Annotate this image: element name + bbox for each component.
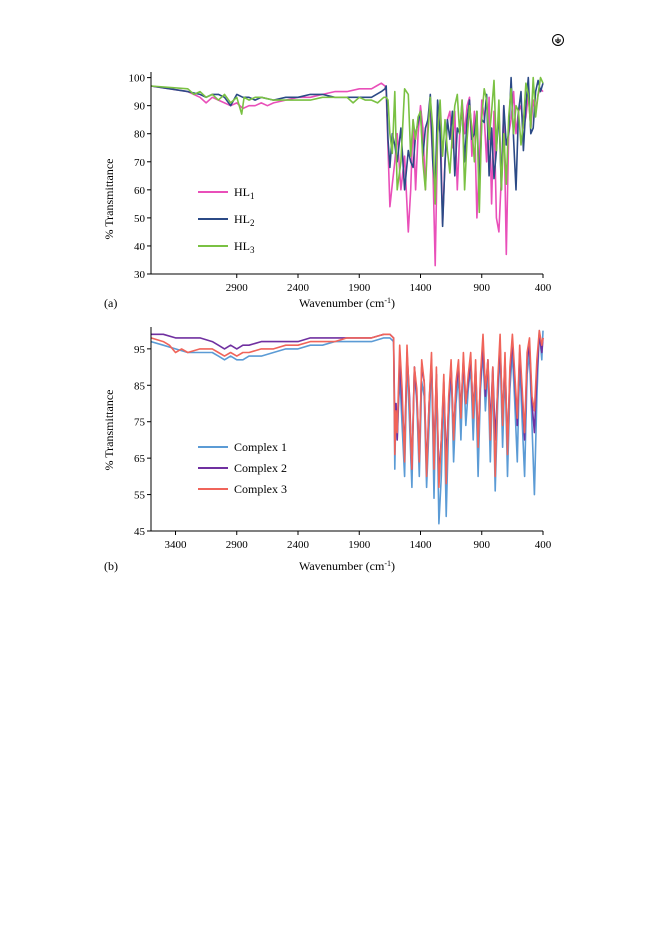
chart-a-x-tick-label: 400 [535, 282, 552, 294]
chart-a-y-tick-label: 90 [134, 101, 146, 113]
chart-b-x-tick-label: 1900 [348, 539, 371, 551]
chart-b-legend-label-2: Complex 2 [234, 461, 287, 475]
chart-a-legend-label-3: HL3 [234, 239, 255, 255]
chart-b-y-tick-label: 95 [134, 344, 146, 356]
chart-b-x-tick-label: 400 [535, 539, 552, 551]
chart-b-x-tick-label: 900 [474, 539, 491, 551]
chart-a-y-axis-title: % Transmittance [102, 159, 116, 240]
chart-b-series-group [150, 329, 544, 525]
chart-a-y-tick-label: 30 [134, 269, 146, 281]
chart-b-legend-label-1: Complex 1 [234, 440, 287, 454]
chart-a-y-tick-label: 40 [134, 241, 146, 253]
chart-a-y-ticks: 30 40 50 60 70 80 90 100 [129, 73, 151, 281]
chart-b-x-axis-title: Wavenumber (cm-1) [299, 559, 395, 573]
chart-a-y-tick-label: 60 [134, 185, 146, 197]
chart-a-x-tick-label: 1400 [410, 282, 433, 294]
chart-a-y-tick-label: 100 [129, 73, 146, 85]
chart-b-y-tick-label: 75 [134, 417, 146, 429]
chart-b-y-ticks: 45 55 65 75 85 95 [134, 344, 151, 538]
chart-b-legend: Complex 1 Complex 2 Complex 3 [198, 440, 287, 496]
chart-a-legend-label-1: HL1 [234, 185, 255, 201]
chart-b-y-tick-label: 65 [134, 453, 146, 465]
chart-panel-a: 30 40 50 60 70 80 90 100 2900 2400 1900 1400 900 400… [102, 72, 552, 310]
chart-a-legend: HL1 HL2 HL3 [198, 185, 255, 255]
chart-b-x-ticks: 3400 2900 2400 1900 1400 900 400 [165, 531, 552, 551]
chart-a-y-tick-label: 50 [134, 213, 146, 225]
chart-b-panel-label: (b) [104, 559, 118, 573]
chart-b-y-tick-label: 45 [134, 526, 146, 538]
chart-a-series-line-1 [150, 82, 544, 267]
chart-a-series-line-3 [150, 76, 544, 214]
chart-b-y-axis-title: % Transmittance [102, 390, 116, 471]
chart-a-x-axis-title: Wavenumber (cm-1) [299, 296, 395, 310]
chart-a-x-tick-label: 2900 [226, 282, 249, 294]
chart-b-x-tick-label: 3400 [165, 539, 188, 551]
chart-b-x-tick-label: 2900 [226, 539, 249, 551]
chart-a-series-group [150, 76, 544, 267]
chart-b-series-line-3 [150, 329, 544, 489]
chart-a-panel-label: (a) [104, 296, 117, 310]
chart-b-y-tick-label: 55 [134, 490, 146, 502]
chart-a-x-tick-label: 1900 [348, 282, 371, 294]
chart-a-x-ticks: 2900 2400 1900 1400 900 400 [226, 274, 552, 294]
chart-b-x-tick-label: 1400 [410, 539, 433, 551]
chart-a-y-tick-label: 80 [134, 129, 146, 141]
chart-a-x-tick-label: 900 [474, 282, 491, 294]
chart-b-y-tick-label: 85 [134, 380, 146, 392]
chart-a-y-tick-label: 70 [134, 157, 146, 169]
circled-arrow-icon [552, 34, 564, 46]
chart-a-x-tick-label: 2400 [287, 282, 310, 294]
chart-b-x-tick-label: 2400 [287, 539, 310, 551]
chart-b-legend-label-3: Complex 3 [234, 482, 287, 496]
chart-a-legend-label-2: HL2 [234, 212, 255, 228]
